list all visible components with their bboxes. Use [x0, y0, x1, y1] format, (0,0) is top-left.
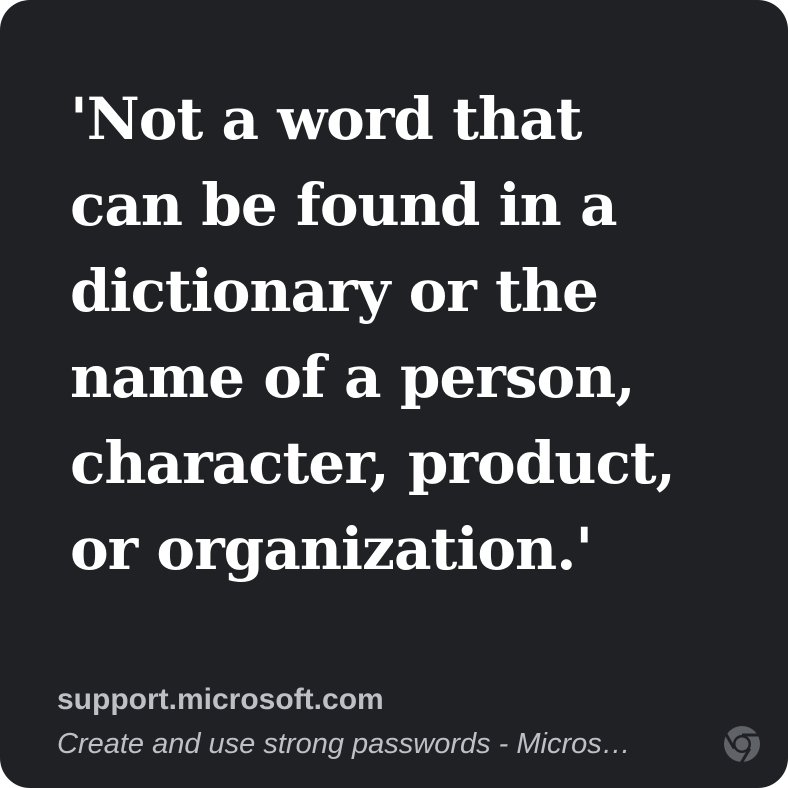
quote-text: 'Not a word that can be found in a dicti…	[70, 85, 676, 583]
source-domain[interactable]: support.microsoft.com	[57, 683, 384, 716]
chrome-icon	[724, 726, 760, 764]
source-page-title[interactable]: Create and use strong passwords - Micros…	[57, 728, 631, 760]
